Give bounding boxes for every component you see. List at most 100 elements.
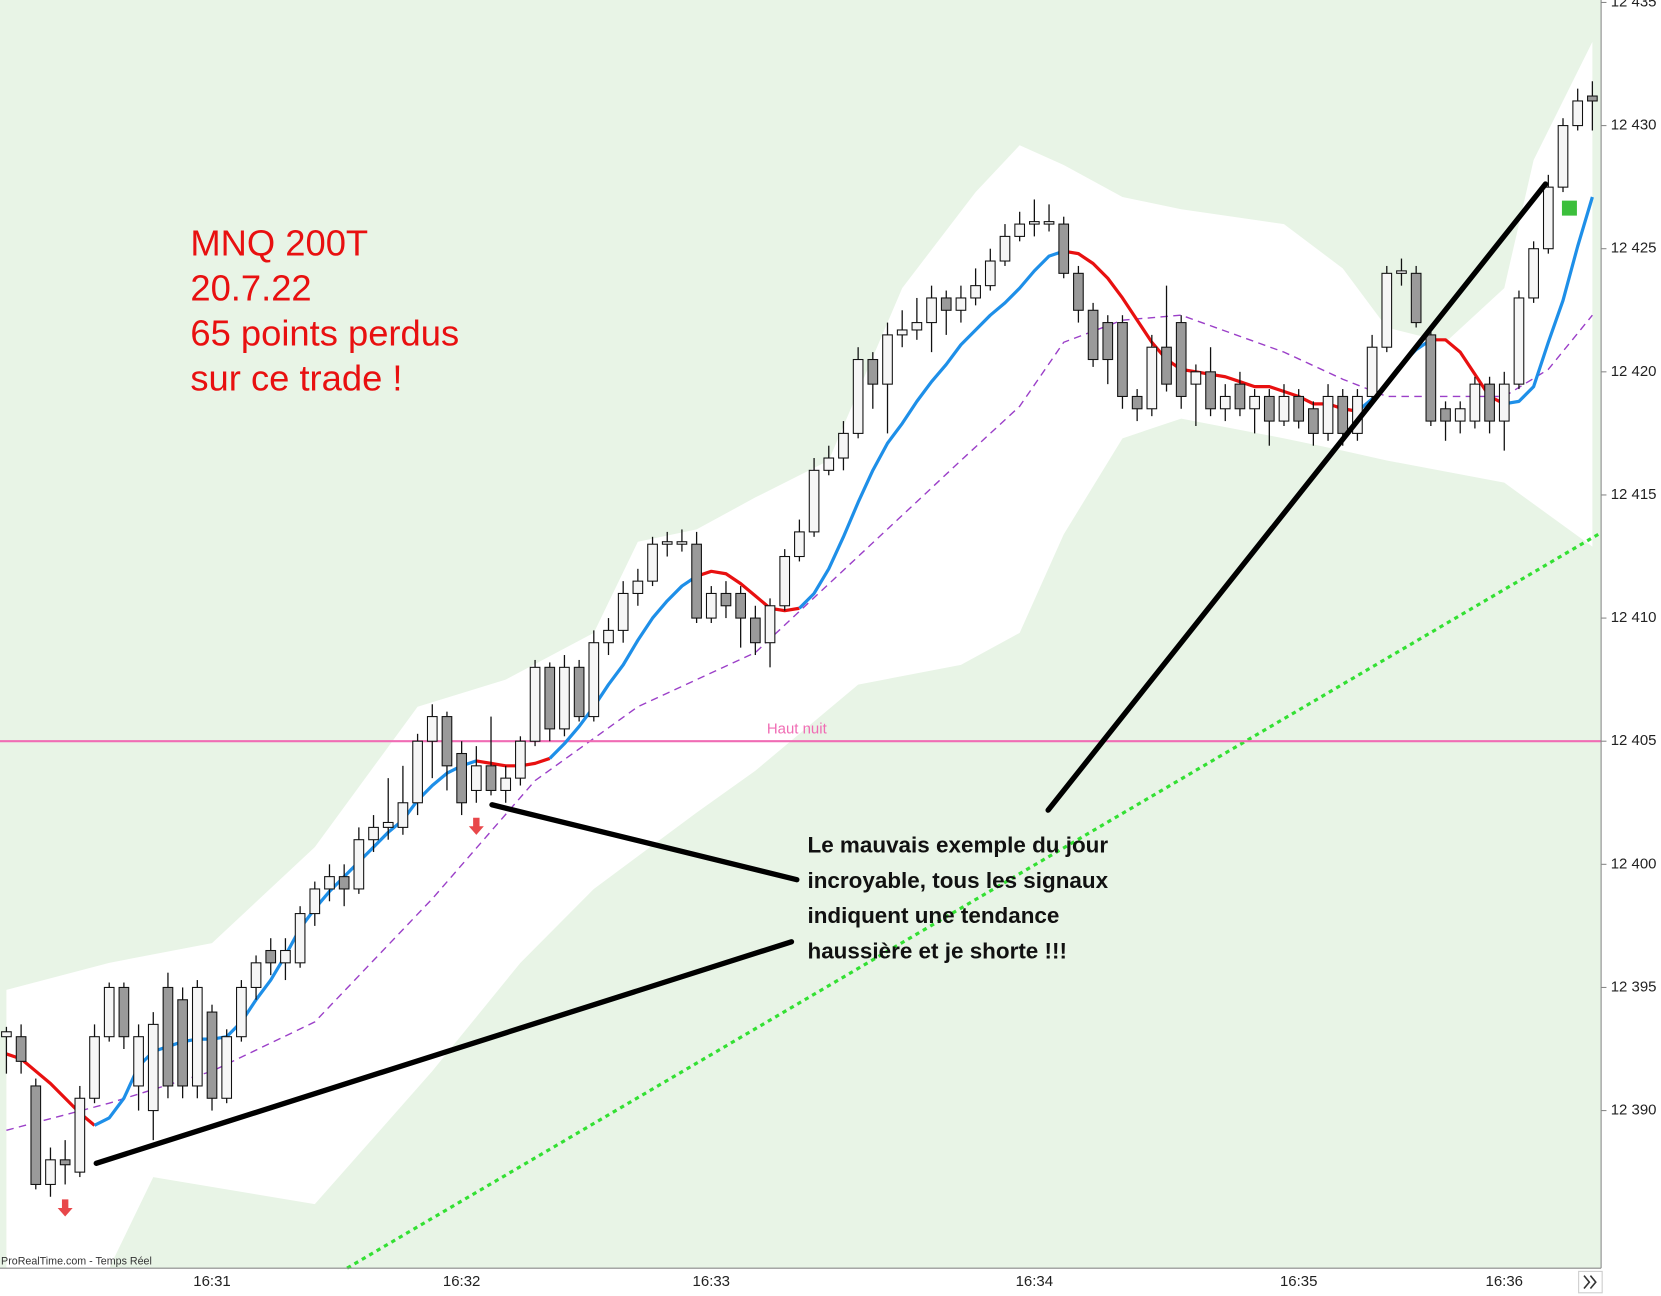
y-tick-label: 12 410 xyxy=(1611,609,1657,626)
candle-body xyxy=(1528,248,1539,299)
y-tick-label: 12 430 xyxy=(1611,117,1657,134)
candle-body xyxy=(1,1031,12,1038)
candle-body xyxy=(353,839,365,890)
candle-body xyxy=(1293,395,1305,422)
candle-body xyxy=(1513,297,1525,385)
candle-body xyxy=(661,541,673,545)
candle-body xyxy=(1337,395,1349,434)
candle-body xyxy=(1205,371,1216,410)
buy-signal xyxy=(1561,200,1577,216)
candle-body xyxy=(338,876,350,890)
candle-body xyxy=(1454,408,1466,422)
candle-body xyxy=(926,297,937,324)
candle-body xyxy=(294,913,306,964)
candle-body xyxy=(882,334,893,385)
candle-body xyxy=(691,543,702,619)
sell-signal xyxy=(57,1199,73,1217)
candle-body xyxy=(1014,223,1026,237)
candle-body xyxy=(147,1023,159,1112)
moving-average xyxy=(5,249,1505,1127)
candle-body xyxy=(617,592,629,631)
y-tick-label: 12 395 xyxy=(1611,978,1657,995)
candle-body xyxy=(1308,408,1319,434)
candle-body xyxy=(236,986,247,1038)
reference-label: Haut nuit xyxy=(767,720,828,737)
x-tick-label: 16:36 xyxy=(1486,1273,1523,1290)
candle-body xyxy=(1410,272,1422,324)
candle-body xyxy=(838,432,849,459)
dotted-line xyxy=(346,532,1600,1270)
candle-body xyxy=(1058,223,1070,274)
candle-body xyxy=(382,821,394,828)
x-tick-label: 16:34 xyxy=(1016,1273,1053,1290)
candles xyxy=(1,81,1598,1197)
candle-body xyxy=(603,629,614,644)
y-tick-label: 12 420 xyxy=(1611,363,1657,380)
candle-body xyxy=(1175,322,1187,397)
candle-body xyxy=(250,962,262,988)
annotation-line xyxy=(1045,181,1549,813)
candle-body xyxy=(794,531,805,558)
candle-body xyxy=(823,457,835,471)
candle-body xyxy=(59,1159,71,1166)
candle-body xyxy=(1249,395,1260,410)
candle-body xyxy=(559,666,570,730)
candle-body xyxy=(177,999,188,1087)
candle-body xyxy=(1542,186,1554,250)
candle-body xyxy=(1381,272,1393,348)
candle-body xyxy=(162,986,174,1087)
candle-body xyxy=(1587,95,1598,102)
candle-body xyxy=(1043,221,1055,225)
candle-body xyxy=(1190,371,1202,385)
candle-body xyxy=(632,580,644,594)
chevron xyxy=(1583,1275,1591,1290)
candle-body xyxy=(529,666,541,742)
scroll-button[interactable] xyxy=(1578,1270,1603,1294)
candle-body xyxy=(368,826,379,841)
candle-body xyxy=(647,543,658,582)
y-tick-label: 12 415 xyxy=(1611,486,1657,503)
candle-body xyxy=(1557,125,1569,188)
x-tick-label: 16:35 xyxy=(1280,1273,1317,1290)
candle-body xyxy=(206,1011,218,1099)
candle-body xyxy=(1146,346,1158,410)
x-tick-label: 16:31 xyxy=(193,1273,230,1290)
candle-body xyxy=(74,1097,86,1173)
scroll-button-box[interactable] xyxy=(1578,1270,1603,1294)
candle-body xyxy=(1219,395,1231,410)
candle-body xyxy=(1440,408,1451,422)
candle-body xyxy=(485,765,497,791)
candle-body xyxy=(133,1036,144,1087)
candle-body xyxy=(779,555,791,607)
note: incroyable, tous les signaux xyxy=(808,868,1109,893)
candle-body xyxy=(1117,322,1128,397)
candle-body xyxy=(397,802,409,828)
candle-body xyxy=(515,740,526,779)
y-tick-label: 12 435 xyxy=(1611,0,1657,10)
x-tick-label: 16:33 xyxy=(693,1273,730,1290)
candle-body xyxy=(896,329,908,336)
candle-body xyxy=(999,235,1011,262)
annotation: MNQ 200T xyxy=(190,223,368,264)
y-tick-label: 12 400 xyxy=(1611,855,1657,872)
candle-body xyxy=(955,297,967,311)
annotation: sur ce trade ! xyxy=(190,358,402,399)
candle-body xyxy=(1263,395,1275,422)
note: haussière et je shorte !!! xyxy=(808,938,1067,963)
candle-body xyxy=(1278,395,1290,422)
annotation-line xyxy=(93,939,795,1166)
candle-body xyxy=(676,541,688,545)
candle-body xyxy=(1029,221,1040,225)
candle-body xyxy=(221,1036,233,1099)
candle-body xyxy=(1498,383,1510,422)
candle-body xyxy=(309,888,321,915)
candle-body xyxy=(1484,383,1495,422)
sell-signal xyxy=(468,817,484,835)
candle-body xyxy=(45,1159,56,1185)
candle-body xyxy=(852,358,864,434)
candle-body xyxy=(426,716,438,742)
candle-body xyxy=(808,469,820,533)
